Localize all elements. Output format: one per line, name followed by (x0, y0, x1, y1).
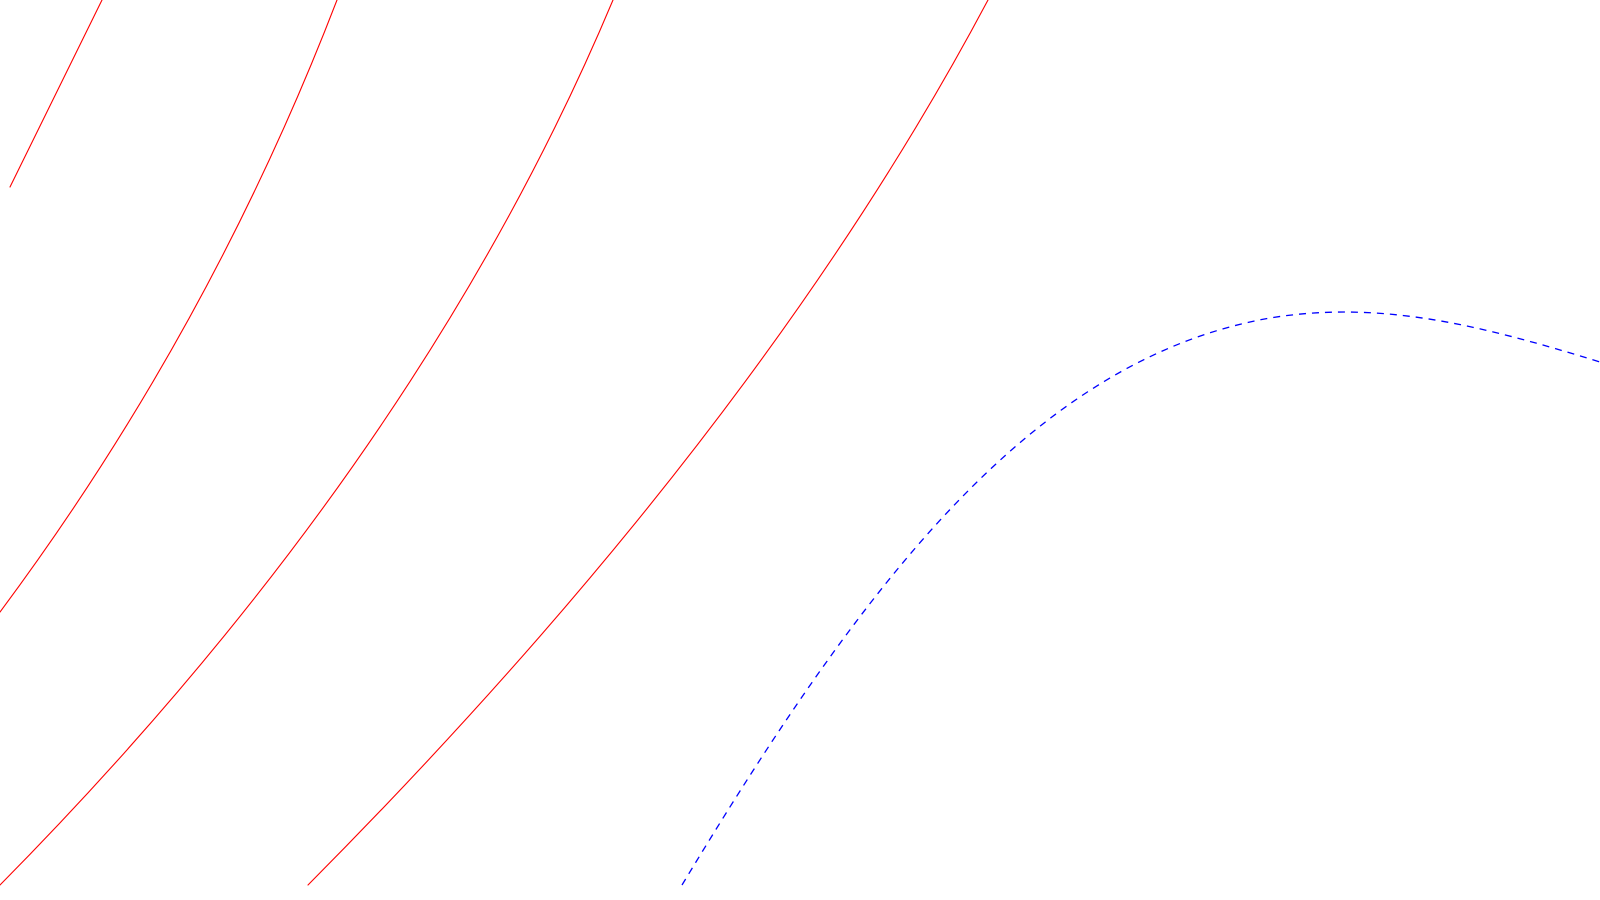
red-curve-1 (9, 0, 103, 188)
red-curve-2 (0, 0, 338, 613)
blue-dashed-curve (681, 311, 1600, 886)
red-curve-3 (0, 0, 614, 886)
red-curve-4 (307, 0, 989, 886)
